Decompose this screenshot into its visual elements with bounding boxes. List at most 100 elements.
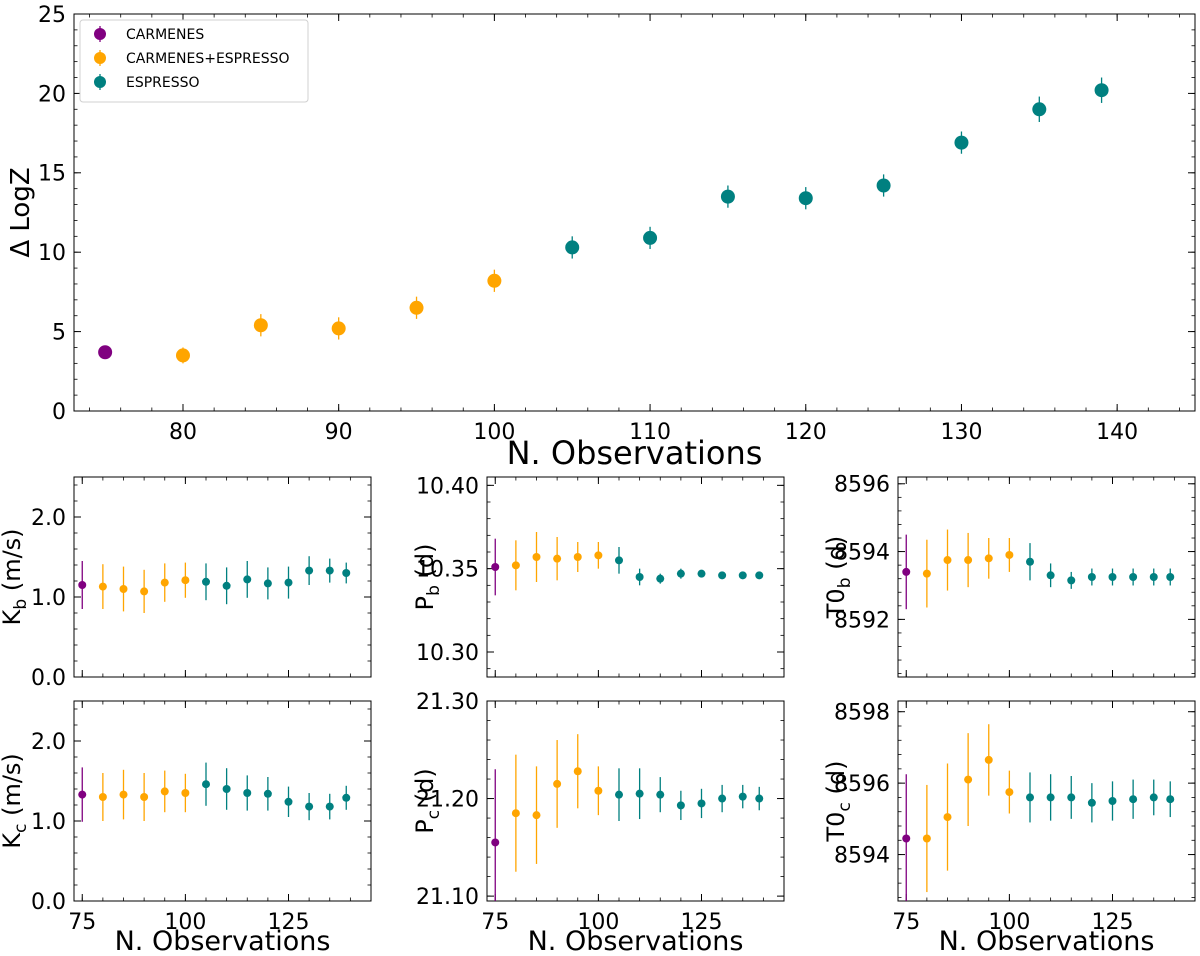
y-axis-label-sub: c (424, 810, 444, 820)
data-point (511, 809, 520, 818)
legend-marker (94, 76, 106, 88)
data-point (1026, 793, 1034, 802)
data-point (263, 789, 272, 798)
data-point (1149, 793, 1158, 802)
data-point (573, 553, 582, 561)
data-point (222, 581, 231, 590)
panel-T0c: 75 100 125 8594 8596 8598 N. Observations T0c (… (822, 700, 1196, 956)
y-axis-label: Kb (m/s) (0, 528, 31, 625)
data-point (140, 587, 149, 596)
y-tick-label: 5 (52, 321, 66, 346)
x-tick-label: 130 (940, 420, 982, 445)
y-tick-label: 8592 (834, 608, 890, 633)
data-point (1129, 573, 1138, 581)
data-point (119, 790, 128, 799)
y-axis-label: Δ LogZ (6, 167, 36, 257)
data-point (98, 793, 107, 801)
y-tick-label: 21.30 (416, 690, 479, 715)
axes-frame (486, 700, 785, 902)
x-axis-label: N. Observations (115, 926, 331, 956)
axes-frame (486, 476, 785, 678)
data-point (676, 801, 685, 810)
y-axis-label-main: K (0, 832, 26, 849)
data-point (1108, 573, 1117, 581)
data-point (305, 802, 314, 811)
data-point (718, 794, 727, 803)
x-tick-label: 100 (988, 910, 1030, 935)
data-point (511, 561, 520, 570)
y-tick-label: 25 (38, 3, 66, 28)
y-tick-label: 10.30 (416, 641, 479, 666)
data-point (284, 578, 293, 587)
data-point (202, 577, 210, 586)
data-point (676, 569, 685, 578)
panel-Pb: 10.30 10.35 10.40 Pb (d) (411, 474, 785, 678)
x-axis-label: N. Observations (507, 434, 763, 472)
data-point (160, 787, 169, 796)
data-point (720, 189, 735, 204)
data-point (1032, 102, 1047, 117)
axes-frame (897, 476, 1196, 678)
y-axis-label-main: K (0, 609, 26, 626)
data-layer (78, 556, 351, 613)
y-axis-label-suffix: (m/s) (0, 528, 26, 598)
y-tick-label: 2.0 (31, 506, 66, 531)
y-tick-label: 8594 (834, 540, 890, 565)
data-point (876, 178, 891, 193)
data-point (1005, 550, 1014, 559)
data-point (140, 793, 149, 801)
data-point (1046, 571, 1055, 580)
data-point (78, 581, 87, 589)
y-tick-label: 8596 (834, 772, 890, 797)
data-point (594, 551, 603, 560)
data-point (656, 574, 665, 583)
data-point (342, 569, 351, 577)
data-point (755, 571, 764, 580)
y-tick-label: 21.10 (416, 885, 479, 910)
data-point (798, 191, 813, 206)
axes-frame (73, 476, 372, 678)
y-tick-label: 10.35 (416, 558, 479, 583)
data-point (984, 554, 993, 563)
y-axis-label-sub: b (11, 599, 31, 610)
data-layer (78, 762, 351, 822)
y-axis-label-suffix: (d) (411, 543, 439, 585)
panel-Kb: 0.01.02.0Kb (m/s) (0, 476, 372, 691)
panel-Kc: 75 100 125 0.0 1.0 2.0 N. Observations Kc (m/s) (0, 700, 372, 956)
y-axis-label-suffix: (d) (411, 768, 439, 810)
legend-entry: ESPRESSO (126, 75, 200, 91)
data-point (553, 554, 562, 563)
data-point (487, 273, 502, 288)
data-point (1026, 557, 1034, 566)
y-axis-label-suffix: (d) (822, 760, 850, 802)
y-axis-label: T0c (d) (822, 760, 855, 842)
panel-main: 80 90 100 110 120 130 140 0 5 10 15 20 25 N. Observat… (6, 3, 1196, 472)
data-point (1149, 573, 1158, 581)
x-tick-label: 75 (481, 910, 509, 935)
data-layer (491, 734, 764, 901)
data-point (1067, 793, 1076, 802)
data-point (553, 779, 562, 788)
data-point (922, 569, 931, 578)
data-point (902, 567, 911, 576)
data-point (532, 553, 541, 561)
y-axis-label-sub: c (835, 802, 855, 812)
data-point (325, 566, 334, 575)
data-point (697, 799, 706, 808)
data-point (1166, 795, 1175, 804)
y-tick-label: 8594 (834, 843, 890, 868)
data-point (697, 569, 706, 578)
data-point (181, 789, 190, 797)
y-tick-label: 10 (38, 241, 66, 266)
data-point (253, 318, 268, 333)
data-point (325, 802, 334, 811)
x-tick-label: 110 (629, 420, 671, 445)
data-point (635, 573, 644, 581)
y-axis-label: Pb (d) (411, 543, 444, 610)
data-point (98, 582, 107, 591)
data-layer (491, 532, 764, 596)
data-point (1046, 793, 1055, 802)
data-point (755, 794, 764, 803)
data-layer (902, 724, 1175, 901)
x-tick-label: 140 (1096, 420, 1138, 445)
